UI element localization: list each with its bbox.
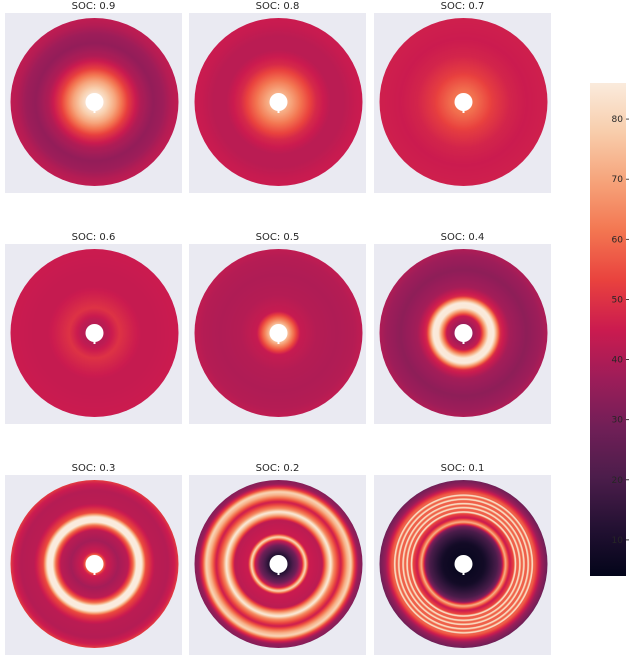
panel-8: SOC: 0.2 bbox=[189, 463, 366, 655]
panel-7: SOC: 0.3 bbox=[5, 463, 182, 655]
center-hole bbox=[85, 93, 104, 111]
colorbar-tick-label: 50 bbox=[612, 295, 624, 305]
panel-title: SOC: 0.1 bbox=[441, 463, 485, 474]
panel-6: SOC: 0.4 bbox=[374, 232, 551, 424]
colorbar-tick-label: 80 bbox=[612, 115, 624, 125]
center-hole bbox=[454, 324, 473, 342]
ripple-ring bbox=[398, 498, 529, 630]
center-hole bbox=[85, 555, 104, 573]
hole-notch bbox=[277, 341, 280, 344]
hole-notch bbox=[277, 572, 280, 575]
colorbar-tick-label: 10 bbox=[612, 536, 624, 546]
panels: SOC: 0.9 SOC: 0.8 SOC: 0.7 SOC: 0.6 SOC: 0.5… bbox=[5, 1, 551, 655]
center-hole bbox=[85, 324, 104, 342]
ripple-ring bbox=[402, 502, 525, 626]
hole-notch bbox=[93, 572, 96, 575]
colorbar-tick-label: 30 bbox=[612, 416, 624, 426]
panel-title: SOC: 0.6 bbox=[72, 232, 116, 243]
panel-title: SOC: 0.3 bbox=[72, 463, 116, 474]
hole-notch bbox=[462, 110, 465, 113]
panel-title: SOC: 0.2 bbox=[256, 463, 300, 474]
center-hole bbox=[454, 555, 473, 573]
hole-notch bbox=[462, 572, 465, 575]
colorbar-gradient bbox=[590, 83, 626, 576]
ripple-ring bbox=[406, 507, 521, 621]
panel-title: SOC: 0.8 bbox=[256, 1, 300, 12]
hole-notch bbox=[277, 110, 280, 113]
colorbar-tick-label: 70 bbox=[612, 175, 624, 185]
panel-title: SOC: 0.7 bbox=[441, 1, 485, 12]
panel-4: SOC: 0.6 bbox=[5, 232, 182, 424]
ripple-ring bbox=[410, 511, 517, 617]
panel-title: SOC: 0.9 bbox=[72, 1, 116, 12]
colorbar-tick-label: 40 bbox=[612, 356, 624, 366]
center-hole bbox=[269, 324, 288, 342]
panel-1: SOC: 0.9 bbox=[5, 1, 182, 193]
panel-3: SOC: 0.7 bbox=[374, 1, 551, 193]
panel-9: SOC: 0.1 bbox=[374, 463, 551, 655]
colorbar-tick-label: 60 bbox=[612, 235, 624, 245]
ripple-ring bbox=[394, 494, 533, 634]
panel-title: SOC: 0.4 bbox=[441, 232, 485, 243]
hole-notch bbox=[93, 341, 96, 344]
center-hole bbox=[269, 555, 288, 573]
center-hole bbox=[454, 93, 473, 111]
center-hole bbox=[269, 93, 288, 111]
hole-notch bbox=[462, 341, 465, 344]
colorbar: 10 20 30 40 50 60 70 80 bbox=[590, 83, 629, 576]
panel-5: SOC: 0.5 bbox=[189, 232, 366, 424]
panel-2: SOC: 0.8 bbox=[189, 1, 366, 193]
panel-title: SOC: 0.5 bbox=[256, 232, 300, 243]
colorbar-tick-label: 20 bbox=[612, 476, 624, 486]
hole-notch bbox=[93, 110, 96, 113]
